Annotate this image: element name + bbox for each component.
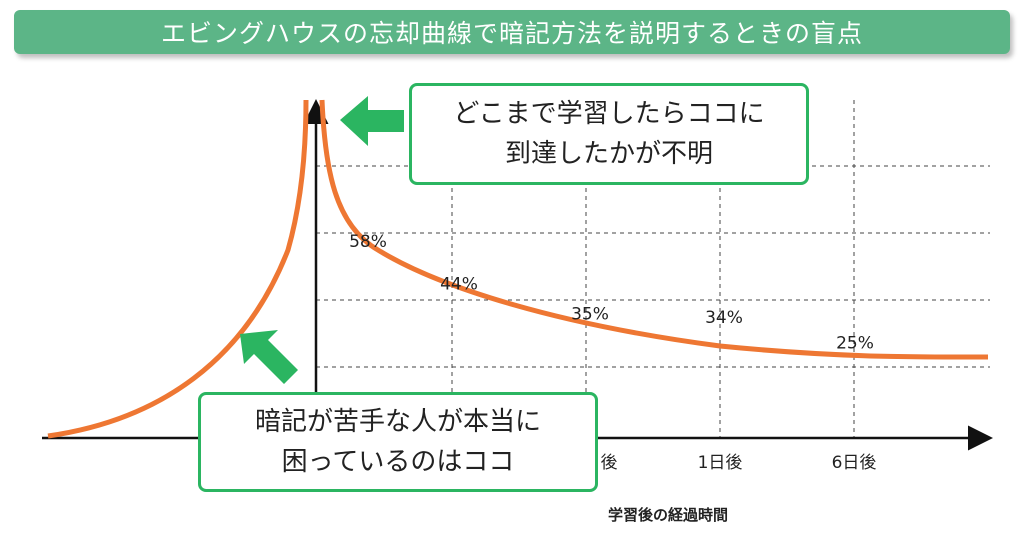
x-tick-labels: 後 1日後 6日後 — [601, 453, 877, 473]
callout-bottom-line1: 暗記が苦手な人が本当に — [254, 407, 541, 437]
learning-curve — [47, 99, 309, 439]
arrow-up-left-icon — [240, 330, 298, 384]
data-labels: 58% 44% 35% 34% 25% — [349, 232, 874, 354]
data-label-4: 34% — [705, 308, 743, 328]
x-axis-label: 学習後の経過時間 — [608, 506, 728, 524]
data-label-3: 35% — [571, 305, 609, 325]
data-label-5: 25% — [836, 334, 874, 354]
x-tick-label-4: 1日後 — [698, 453, 743, 473]
callout-bottom-line2: 困っているのはココ — [281, 447, 515, 477]
page-title: エビングハウスの忘却曲線で暗記方法を説明するときの盲点 — [160, 19, 863, 48]
callout-top-line1: どこまで学習したらココに — [453, 99, 765, 129]
data-label-1: 58% — [349, 232, 387, 252]
x-tick-label-3: 後 — [601, 453, 618, 473]
arrow-up-icon — [340, 96, 404, 146]
forgetting-curve — [319, 99, 989, 360]
title-bar: エビングハウスの忘却曲線で暗記方法を説明するときの盲点 — [14, 10, 1010, 54]
callout-top: どこまで学習したらココに 到達したかが不明 — [409, 83, 809, 185]
x-tick-label-5: 6日後 — [832, 453, 877, 473]
data-label-2: 44% — [440, 274, 478, 294]
callout-bottom: 暗記が苦手な人が本当に 困っているのはココ — [198, 392, 598, 492]
callout-top-line2: 到達したかが不明 — [504, 139, 713, 169]
